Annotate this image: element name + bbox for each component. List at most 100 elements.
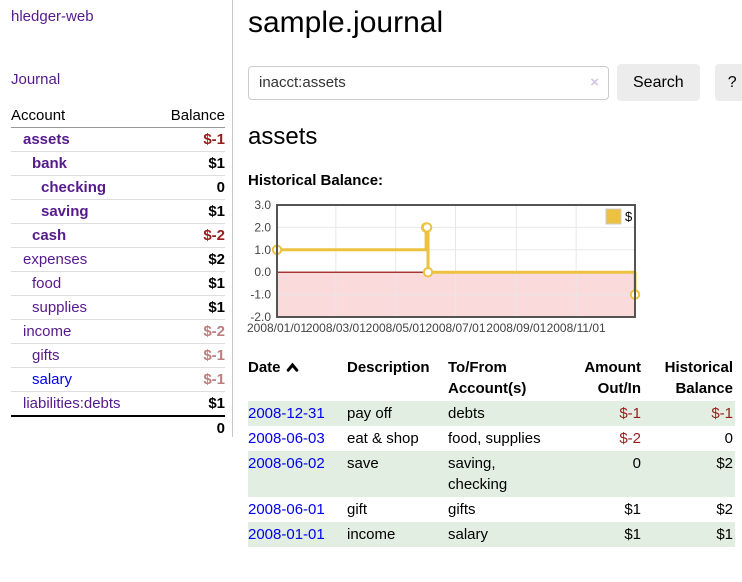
register-description: pay off <box>347 405 392 422</box>
x-axis-tick-label: 2008/07/01 <box>425 321 485 335</box>
account-balance: $-1 <box>154 343 225 368</box>
register-row: 2008-12-31 pay off debts $-1 $-1 <box>248 401 735 426</box>
data-point-marker <box>421 222 433 233</box>
main-content: sample.journal × Search ? assets Histori… <box>233 0 742 547</box>
y-axis-tick-label: -2.0 <box>250 310 271 324</box>
account-row: supplies $1 <box>11 295 225 320</box>
account-balance: $1 <box>154 199 225 224</box>
register-date-link[interactable]: 2008-06-03 <box>248 430 325 447</box>
register-header-amount: Amount Out/In <box>584 359 641 397</box>
accounts-header-balance: Balance <box>154 104 225 128</box>
account-row: expenses $2 <box>11 247 225 272</box>
account-balance: $1 <box>154 271 225 296</box>
account-row: bank $1 <box>11 151 225 176</box>
register-row: 2008-06-01 gift gifts $1 $2 <box>248 497 735 522</box>
legend-label: $ <box>625 209 633 224</box>
sidebar-account-link-gifts[interactable]: gifts <box>32 347 60 364</box>
sort-ascending-icon <box>286 362 298 372</box>
page-title: sample.journal <box>248 6 444 39</box>
x-axis-tick-label: 2008/11/01 <box>547 321 606 335</box>
account-row: saving $1 <box>11 199 225 224</box>
register-description: save <box>347 455 379 472</box>
register-accounts: saving, checking <box>448 455 508 493</box>
account-row: checking 0 <box>11 175 225 200</box>
accounts-table-body: assets $-1 bank $1 checking 0 saving $1 cash $-2 e… <box>11 127 225 417</box>
sidebar-item-journal[interactable]: Journal <box>11 71 61 88</box>
register-accounts: gifts <box>448 501 476 518</box>
account-balance: $-1 <box>154 127 225 152</box>
search-button[interactable]: Search <box>617 64 700 101</box>
register-description: income <box>347 526 396 543</box>
account-row: assets $-1 <box>11 127 225 152</box>
account-balance: $-1 <box>154 367 225 392</box>
sidebar-account-link-bank[interactable]: bank <box>32 155 68 172</box>
register-amount: $-1 <box>619 405 641 422</box>
register-header-description: Description <box>347 359 430 376</box>
register-accounts: food, supplies <box>448 430 541 447</box>
register-date-link[interactable]: 2008-06-02 <box>248 455 325 472</box>
sidebar-account-link-salary[interactable]: salary <box>32 371 73 388</box>
sidebar-account-link-expenses[interactable]: expenses <box>23 251 88 268</box>
chart-canvas[interactable]: 3.0 2.0 1.0 0.0 -1.0 -2.02008/01/012008/03/01… <box>247 195 650 337</box>
register-date-link[interactable]: 2008-12-31 <box>248 405 325 422</box>
account-balance: $2 <box>154 247 225 272</box>
account-row: gifts $-1 <box>11 343 225 368</box>
legend-swatch <box>605 208 622 225</box>
register-row: 2008-01-01 income salary $1 $1 <box>248 522 735 547</box>
x-axis-tick-label: 2008/01/01 <box>247 321 307 335</box>
app-title-link[interactable]: hledger-web <box>11 8 94 25</box>
x-axis-tick-label: 2008/05/01 <box>366 321 426 335</box>
y-axis-tick-label: 0.0 <box>254 265 271 279</box>
clear-search-icon[interactable]: × <box>590 73 599 91</box>
register-amount: 0 <box>632 455 641 472</box>
data-point-marker <box>422 267 434 278</box>
search-form: × Search ? <box>248 64 742 101</box>
register-accounts: debts <box>448 405 485 422</box>
search-input[interactable] <box>248 65 609 100</box>
register-row: 2008-06-02 save saving, checking 0 $2 <box>248 451 735 497</box>
page: hledger-web Journal Account Balance asse… <box>0 0 742 547</box>
sidebar-account-link-cash[interactable]: cash <box>32 227 67 244</box>
sidebar: hledger-web Journal Account Balance asse… <box>0 0 233 440</box>
register-amount: $1 <box>624 501 641 518</box>
register-table-body: 2008-12-31 pay off debts $-1 $-1 2008-06-03 ea… <box>248 401 735 547</box>
sidebar-account-link-saving[interactable]: saving <box>41 203 89 220</box>
register-header-accounts: To/From Account(s) <box>448 359 527 397</box>
sidebar-account-link-liabilities-debts[interactable]: liabilities:debts <box>23 395 121 412</box>
register-description: gift <box>347 501 368 518</box>
historical-balance-chart[interactable]: 3.0 2.0 1.0 0.0 -1.0 -2.0 2008/01/01 2008/03/01… <box>247 195 742 337</box>
account-balance: $1 <box>154 295 225 320</box>
y-axis-tick-label: -1.0 <box>250 288 271 302</box>
register-amount: $1 <box>624 526 641 543</box>
account-balance: $1 <box>154 151 225 176</box>
x-axis-tick-label: 2008/03/01 <box>306 321 366 335</box>
account-balance: $-2 <box>154 319 225 344</box>
register-date-link[interactable]: 2008-06-01 <box>248 501 325 518</box>
sidebar-account-link-checking[interactable]: checking <box>41 179 107 196</box>
account-balance: $-2 <box>154 223 225 248</box>
account-row: cash $-2 <box>11 223 225 248</box>
sidebar-account-link-assets[interactable]: assets <box>23 131 70 148</box>
y-axis-tick-label: 2.0 <box>254 220 271 234</box>
register-balance: $1 <box>716 526 733 543</box>
sidebar-account-link-income[interactable]: income <box>23 323 72 340</box>
sidebar-account-link-supplies[interactable]: supplies <box>32 299 88 316</box>
register-balance: $2 <box>716 501 733 518</box>
register-header-balance: Historical Balance <box>664 359 733 397</box>
accounts-header-account: Account <box>11 104 155 128</box>
accounts-table: Account Balance assets $-1 bank $1 checking 0… <box>11 104 225 440</box>
accounts-total-balance: 0 <box>154 415 225 440</box>
register-row: 2008-06-03 eat & shop food, supplies $-2 0 <box>248 426 735 451</box>
account-row: food $1 <box>11 271 225 296</box>
search-help-button[interactable]: ? <box>714 64 742 101</box>
plot-border <box>276 204 636 318</box>
account-row: salary $-1 <box>11 367 225 392</box>
y-axis-tick-label: 1.0 <box>254 243 271 257</box>
account-row: income $-2 <box>11 319 225 344</box>
register-date-link[interactable]: 2008-01-01 <box>248 526 325 543</box>
sidebar-account-link-food[interactable]: food <box>32 275 62 292</box>
register-amount: $-2 <box>619 430 641 447</box>
register-table: Date Description To/From Account(s) Amou… <box>248 355 735 547</box>
y-axis-tick-label: 3.0 <box>254 198 271 212</box>
x-axis-tick-label: 2008/09/01 <box>486 321 546 335</box>
